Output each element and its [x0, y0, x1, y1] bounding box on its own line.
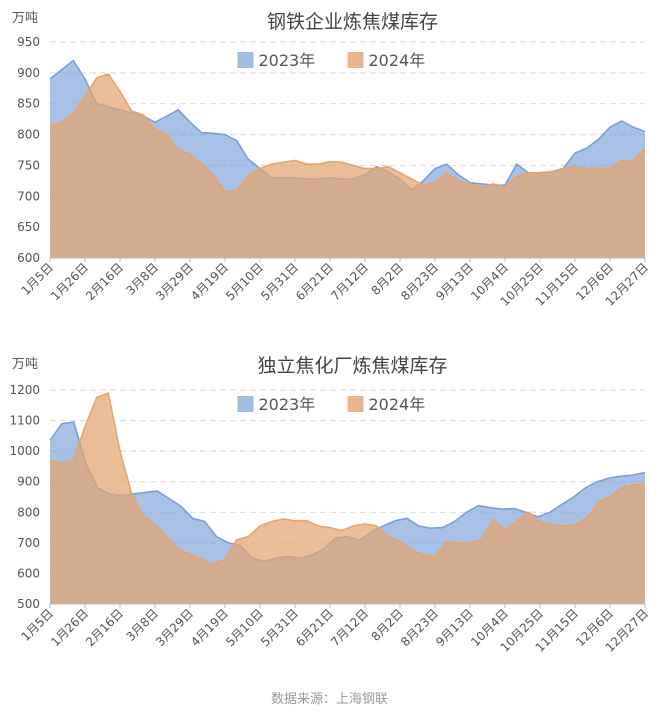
x-tick-label: 5月31日	[258, 606, 301, 649]
x-tick-label: 1月26日	[48, 606, 91, 649]
y-tick-label: 750	[17, 158, 40, 172]
series-area-2024	[50, 74, 645, 258]
y-tick-label: 800	[17, 128, 40, 142]
y-tick-label: 600	[17, 566, 40, 580]
series-line-2024	[49, 73, 646, 193]
x-tick-label: 8月23日	[398, 260, 441, 303]
legend-swatch-2024	[347, 52, 364, 68]
x-tick-label: 2月16日	[83, 606, 126, 649]
x-tick-label: 9月13日	[433, 260, 476, 303]
x-tick-label: 6月21日	[293, 606, 336, 649]
x-tick-label: 5月31日	[258, 260, 301, 303]
legend-swatch-2024	[347, 396, 364, 412]
y-tick-label: 700	[17, 189, 40, 203]
y-tick-label: 1200	[9, 383, 40, 397]
x-tick-label: 8月23日	[398, 606, 441, 649]
x-tick-label: 7月12日	[328, 260, 371, 303]
x-tick-label: 5月10日	[223, 260, 266, 303]
y-tick-label: 1000	[9, 444, 40, 458]
chart-2: 独立焦化厂炼焦煤库存 万吨 500 600 700 800 900 1000 1100 1200 1…	[9, 355, 651, 655]
legend-label-2023: 2023年	[259, 395, 316, 414]
x-tick-label: 1月26日	[48, 260, 91, 303]
y-tick-label: 900	[17, 475, 40, 489]
y-tick-label: 950	[17, 35, 40, 49]
y-tick-label: 600	[17, 251, 40, 265]
legend-swatch-2023	[237, 396, 254, 412]
chart-1: 钢铁企业炼焦煤库存万吨6006507007508008509009501月5日1…	[12, 11, 651, 309]
y-tick-label: 800	[17, 505, 40, 519]
y-tick-label: 1100	[9, 414, 40, 428]
source-note: 数据来源：上海钢联	[270, 692, 388, 707]
legend-swatch-2023	[237, 52, 254, 68]
chart-title: 钢铁企业炼焦煤库存	[267, 11, 438, 33]
x-tick-label: 2月16日	[83, 260, 126, 303]
x-tick-label: 9月13日	[433, 606, 476, 649]
x-tick-label: 4月19日	[188, 606, 231, 649]
y-tick-label: 500	[17, 597, 40, 611]
x-tick-label: 5月10日	[223, 606, 266, 649]
y-tick-label: 900	[17, 66, 40, 80]
y-tick-label: 700	[17, 536, 40, 550]
y-tick-label: 650	[17, 220, 40, 234]
legend-label-2024: 2024年	[369, 51, 426, 70]
y-tick-label: 850	[17, 97, 40, 111]
x-tick-label: 3月29日	[153, 606, 196, 649]
x-tick-label: 4月19日	[188, 260, 231, 303]
series-line-2024	[49, 392, 646, 566]
legend-label-2023: 2023年	[259, 51, 316, 70]
x-tick-label: 3月29日	[153, 260, 196, 303]
chart-title: 独立焦化厂炼焦煤库存	[257, 355, 447, 377]
series-area-2024	[50, 393, 645, 604]
x-tick-label: 7月12日	[328, 606, 371, 649]
unit-label: 万吨	[12, 357, 38, 372]
legend-label-2024: 2024年	[369, 395, 426, 414]
x-tick-label: 6月21日	[293, 260, 336, 303]
unit-label: 万吨	[12, 11, 38, 26]
